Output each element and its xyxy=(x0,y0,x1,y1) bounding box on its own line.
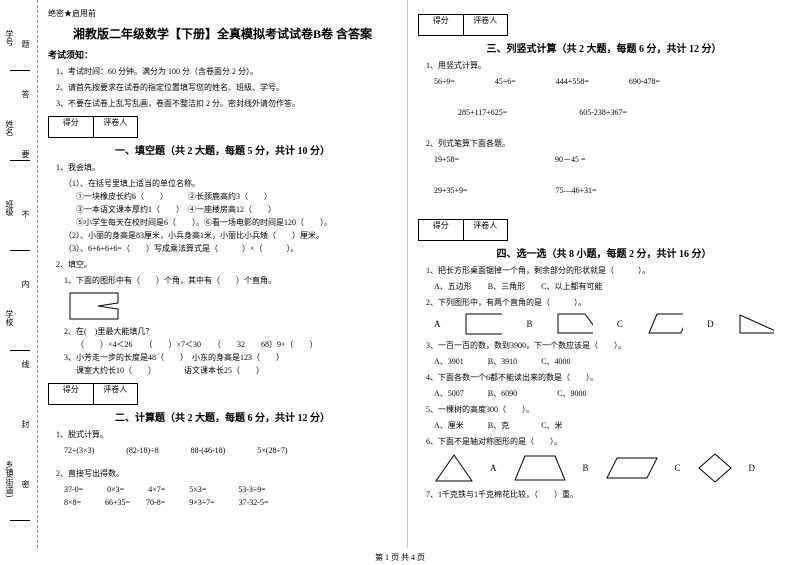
s4q5-opts: A、厘米 B、克 C、米 xyxy=(434,419,790,432)
q2-shapes-row: A B C D xyxy=(434,313,774,335)
q1-1-row: ①一块橡皮长约6（ ） ②长颈鹿高约3（ ） xyxy=(76,190,397,203)
s4q1-opts: A、五边形 B、三角形 C、以上都有可能 xyxy=(434,280,790,293)
score-cell: 得分 xyxy=(49,384,94,404)
s4q5: 5、一棵树的高度300（ ）。 xyxy=(426,403,790,416)
right-triangle-icon xyxy=(738,313,774,335)
q2-1: 1、下面的图形中有（ ）个角，其中有（ ）个直角。 xyxy=(64,274,397,287)
s3q2: 2、列式笔算下面各题。 xyxy=(426,137,790,150)
right-column: 得分 评卷人 三、列竖式计算（共 2 大题，每题 6 分，共计 12 分） 1、… xyxy=(408,0,800,548)
binding-column: 学号 题 答 姓名 要 班级 不 内 学校 线 封 乡镇(街道) 密 xyxy=(0,0,38,548)
s4q4-opts: A、5007 B、6090 C、9000 xyxy=(434,387,790,400)
score-cell: 得分 xyxy=(419,220,464,240)
s4q7: 7、1千克铁与1千克棉花比较，（ ）重。 xyxy=(426,488,790,501)
seal-char: 封 xyxy=(20,420,31,428)
seal-char: 密 xyxy=(20,480,31,488)
q1-3: （3）、6+6+6+6=（ ）写成乘法算式是（ ）×（ ）。 xyxy=(64,242,397,255)
triangle-icon xyxy=(434,453,474,483)
score-cell: 评卷人 xyxy=(464,15,508,35)
q6-shapes-row: A B C D xyxy=(434,452,774,484)
s3q1: 1、用竖式计算。 xyxy=(426,59,790,72)
q2-2a: （ ）×4＜26 （ ）×7＜30 （ 32 68）9×（ ） xyxy=(76,338,397,351)
notice-item: 3、不要在试卷上乱写乱画，卷面不整洁扣 2 分。密封线外请勿作答。 xyxy=(56,97,397,110)
seal-char: 题 xyxy=(20,40,31,48)
s2q1: 1、脱式计算。 xyxy=(56,428,397,441)
s3q2-row: 19+58= 90－45 = xyxy=(434,153,790,166)
q1-1: （1）、在括号里填上适当的单位名称。 xyxy=(64,177,397,190)
s2q2: 2、直接写出得数。 xyxy=(56,467,397,480)
trapezoid-icon xyxy=(557,313,593,335)
arrow-shape-icon xyxy=(68,291,377,321)
shape-label: D xyxy=(749,463,756,473)
bind-line xyxy=(10,250,30,251)
q2-3: 3、小芳走一步的长度是48（ ） 小东的身高是123（ ） xyxy=(64,351,397,364)
s4q1: 1、把长方形桌面锯掉一个角，剩余部分的形状就是（ ）。 xyxy=(426,264,790,277)
section3-title: 三、列竖式计算（共 2 大题，每题 6 分，共计 12 分） xyxy=(418,40,790,55)
seal-char: 线 xyxy=(20,360,31,368)
bind-line xyxy=(10,160,30,161)
score-cell: 评卷人 xyxy=(464,220,508,240)
seal-char: 不 xyxy=(20,210,31,218)
page-footer: 第 1 页 共 4 页 xyxy=(0,552,800,563)
s3q2-row: 29+35+9= 75—46+31= xyxy=(434,184,790,197)
section1-title: 一、填空题（共 2 大题，每题 5 分，共计 10 分） xyxy=(48,142,397,157)
s4q3: 3、一百一百的数，数到3900，下一个数应该是（ ）。 xyxy=(426,339,790,352)
s2q1-items: 72÷(3×3) (82-18)÷8 88-(46-18) 5×(28÷7) xyxy=(64,444,397,457)
q1-2: （2）、小丽的身高是83厘米，小兵身高1米，小丽比小兵矮（ ）厘米。 xyxy=(64,229,397,242)
notice-item: 1、考试时间：60 分钟。满分为 100 分（含卷面分 2 分）。 xyxy=(56,65,397,78)
s4q4: 4、下面各数一个6都不能读出来的数是（ ）。 xyxy=(426,371,790,384)
bind-line xyxy=(10,520,30,521)
shape-label: C xyxy=(675,463,681,473)
shape-label: C xyxy=(617,319,623,329)
score-box: 得分 评卷人 xyxy=(418,14,508,36)
q2-3a: 课室大约长10（ ） 语文课本长25（ ） xyxy=(76,364,397,377)
s3q1-row: 56÷9= 45÷6= 444+558= 690-478= xyxy=(434,75,790,88)
shape-label: B xyxy=(526,319,532,329)
shape-label: A xyxy=(490,463,497,473)
score-box: 得分 评卷人 xyxy=(48,116,138,138)
score-cell: 得分 xyxy=(419,15,464,35)
notice-item: 2、请首先按要求在试卷的指定位置填写您的姓名、班级、学号。 xyxy=(56,81,397,94)
q1-1-row: ③一本语文课本厚约1（ ） ④一座楼房高12（ ） xyxy=(76,203,397,216)
score-box: 得分 评卷人 xyxy=(48,383,138,405)
s2q2-row: 8×8= 66+35= 70-8= 9×3÷7= 37-32-5= xyxy=(64,496,397,509)
seal-char: 内 xyxy=(20,280,31,288)
bind-label-name: 姓名 xyxy=(4,120,15,136)
score-cell: 得分 xyxy=(49,117,94,137)
section4-title: 四、选一选（共 8 小题，每题 2 分，共计 16 分） xyxy=(418,245,790,260)
bind-label-xuehao: 学号 xyxy=(4,30,15,46)
seal-char: 要 xyxy=(20,150,31,158)
score-box: 得分 评卷人 xyxy=(418,219,508,241)
trapezoid-icon xyxy=(513,454,567,482)
q1: 1、我会填。 xyxy=(56,161,397,174)
shape-label: B xyxy=(583,463,589,473)
score-cell: 评卷人 xyxy=(94,117,138,137)
parallelogram-icon xyxy=(605,456,659,480)
shape-label: D xyxy=(707,319,714,329)
q2: 2、填空。 xyxy=(56,258,397,271)
bind-label-class: 班级 xyxy=(4,200,15,216)
rectangle-icon xyxy=(465,313,503,335)
s3q1-row: 285+117+625= 605-238+367= xyxy=(458,106,790,119)
bind-line xyxy=(10,350,30,351)
secret-label: 绝密★启用前 xyxy=(48,8,397,19)
s2q2-row: 37-0= 0×3= 4×7= 5×3= 53-3÷9= xyxy=(64,483,397,496)
s4q2: 2、下列图形中，有两个直角的是（ ）。 xyxy=(426,296,790,309)
bind-line xyxy=(10,70,30,71)
diamond-icon xyxy=(697,452,733,484)
score-cell: 评卷人 xyxy=(94,384,138,404)
seal-char: 答 xyxy=(20,90,31,98)
exam-page: 学号 题 答 姓名 要 班级 不 内 学校 线 封 乡镇(街道) 密 绝密★启用… xyxy=(0,0,800,548)
bind-label-school: 学校 xyxy=(4,310,15,326)
left-column: 绝密★启用前 湘教版二年级数学【下册】全真模拟考试试卷B卷 含答案 考试须知： … xyxy=(38,0,408,548)
s4q3-opts: A、3901 B、3910 C、4000 xyxy=(434,355,790,368)
s4q6: 6、下面不是轴对称图形的是（ ）。 xyxy=(426,435,790,448)
bind-label-town: 乡镇(街道) xyxy=(4,460,15,497)
q2-2: 2、在( )里最大能填几？ xyxy=(64,325,397,338)
q1-1-row: ⑤小学生每天在校时间是6（ ）。⑥看一场电影的时间是120（ ）。 xyxy=(76,216,397,229)
exam-title: 湘教版二年级数学【下册】全真模拟考试试卷B卷 含答案 xyxy=(48,25,397,42)
section2-title: 二、计算题（共 2 大题，每题 6 分，共计 12 分） xyxy=(48,409,397,424)
shape-label: A xyxy=(434,319,441,329)
parallelogram-icon xyxy=(647,313,683,335)
notice-title: 考试须知： xyxy=(48,48,397,61)
